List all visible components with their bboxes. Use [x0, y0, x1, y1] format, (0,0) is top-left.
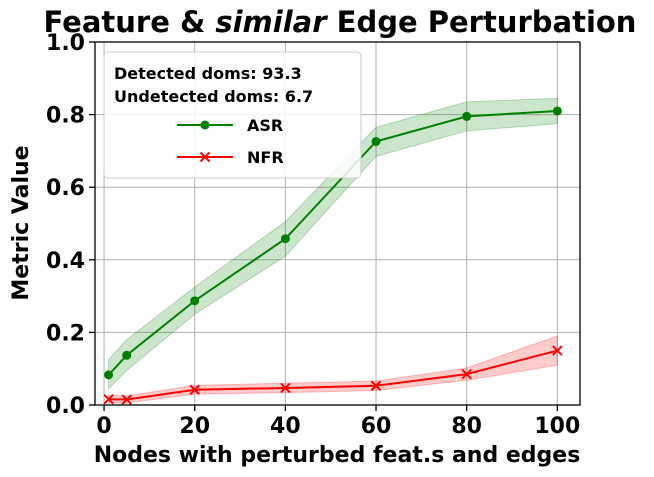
nfr-point	[461, 368, 472, 380]
series-markers	[103, 106, 563, 405]
y-tick-label: 0.0	[46, 394, 85, 419]
asr-point	[462, 111, 472, 121]
nfr-point	[103, 393, 114, 405]
asr-point	[190, 296, 200, 306]
y-tick-label: 0.6	[46, 176, 85, 201]
asr-point	[552, 106, 562, 116]
axis-ticks: 0 20 40 60 80 100 0.0 0.2 0.4 0.6 0.8 1.0	[46, 31, 580, 439]
y-tick-label: 1.0	[46, 31, 85, 56]
y-tick-label: 0.8	[46, 104, 85, 129]
chart-title: Feature & similar Edge Perturbation	[44, 5, 637, 39]
legend-nfr-marker	[199, 151, 211, 163]
x-tick-label: 40	[270, 414, 301, 439]
legend-nfr-label: NFR	[247, 148, 284, 167]
legend-note-undetected: Undetected doms: 6.7	[114, 87, 313, 106]
asr-point	[122, 350, 132, 360]
nfr-band	[108, 335, 558, 404]
nfr-point	[280, 382, 291, 394]
legend: Detected doms: 93.3 Undetected doms: 6.7…	[103, 51, 362, 179]
nfr-point	[552, 345, 563, 356]
asr-point	[104, 370, 114, 380]
nfr-point	[370, 380, 382, 391]
x-tick-label: 0	[96, 414, 111, 439]
x-tick-label: 20	[179, 414, 210, 439]
asr-point	[280, 234, 290, 244]
y-axis-label: Metric Value	[9, 145, 34, 300]
x-axis-label: Nodes with perturbed feat.s and edges	[94, 443, 581, 468]
legend-asr-label: ASR	[247, 116, 283, 135]
x-tick-label: 80	[451, 414, 482, 439]
y-tick-label: 0.4	[46, 249, 85, 274]
asr-point	[371, 136, 381, 146]
legend-asr-marker	[200, 120, 210, 130]
x-tick-label: 100	[534, 414, 580, 439]
x-tick-label: 60	[361, 414, 392, 439]
legend-note-detected: Detected doms: 93.3	[114, 64, 302, 83]
asr-band	[108, 97, 558, 390]
y-tick-label: 0.2	[46, 321, 85, 346]
plot-frame	[94, 41, 581, 406]
confidence-bands	[108, 97, 558, 404]
legend-box	[103, 51, 362, 179]
nfr-point	[189, 384, 200, 395]
nfr-point	[121, 394, 132, 405]
